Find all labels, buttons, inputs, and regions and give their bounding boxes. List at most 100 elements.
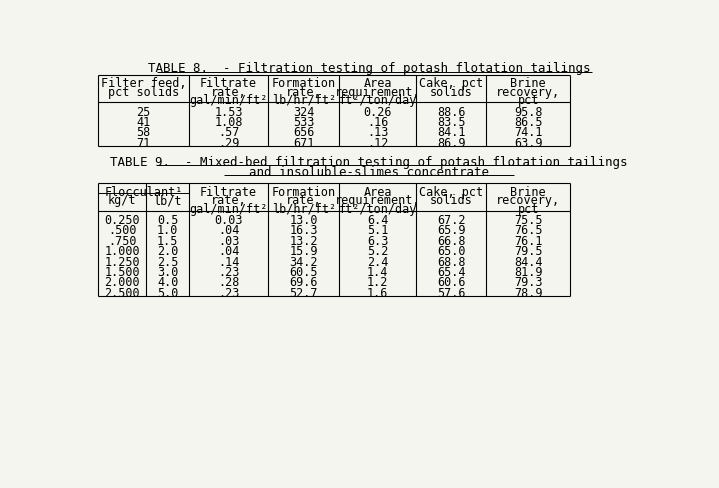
Text: 0.5: 0.5 — [157, 214, 178, 227]
Text: 66.8: 66.8 — [436, 235, 465, 248]
Text: 13.2: 13.2 — [290, 235, 318, 248]
Text: 15.9: 15.9 — [290, 245, 318, 258]
Text: 2.000: 2.000 — [104, 277, 140, 289]
Text: 671: 671 — [293, 137, 314, 150]
Text: 60.6: 60.6 — [436, 277, 465, 289]
Text: lb/hr/ft²: lb/hr/ft² — [272, 203, 336, 216]
Text: requirement,: requirement, — [335, 194, 421, 207]
Text: .03: .03 — [218, 235, 239, 248]
Text: Cake, pct: Cake, pct — [419, 185, 483, 199]
Text: 68.8: 68.8 — [436, 256, 465, 269]
Text: TABLE 9.  - Mixed-bed filtration testing of potash flotation tailings: TABLE 9. - Mixed-bed filtration testing … — [110, 156, 628, 168]
Text: 69.6: 69.6 — [290, 277, 318, 289]
Text: 79.3: 79.3 — [514, 277, 542, 289]
Text: 2.4: 2.4 — [367, 256, 388, 269]
Text: 95.8: 95.8 — [514, 105, 542, 119]
Text: solids: solids — [430, 85, 472, 99]
Text: Flocculant¹: Flocculant¹ — [104, 185, 183, 199]
Text: 4.0: 4.0 — [157, 277, 178, 289]
Text: 86.5: 86.5 — [514, 116, 542, 129]
Text: .750: .750 — [108, 235, 137, 248]
Text: Area: Area — [364, 77, 392, 90]
Text: lb/hr/ft²: lb/hr/ft² — [272, 94, 336, 107]
Text: Filtrate: Filtrate — [200, 77, 257, 90]
Text: lb/t: lb/t — [154, 194, 182, 207]
Text: 86.9: 86.9 — [436, 137, 465, 150]
Text: 3.0: 3.0 — [157, 266, 178, 279]
Text: 2.500: 2.500 — [104, 287, 140, 300]
Text: pct: pct — [518, 94, 539, 107]
Text: 79.5: 79.5 — [514, 245, 542, 258]
Text: 1.000: 1.000 — [104, 245, 140, 258]
Text: 1.4: 1.4 — [367, 266, 388, 279]
Text: .12: .12 — [367, 137, 388, 150]
Text: kg/t: kg/t — [108, 194, 137, 207]
Text: rate,: rate, — [211, 85, 247, 99]
Text: 0.250: 0.250 — [104, 214, 140, 227]
Text: 656: 656 — [293, 126, 314, 139]
Text: 67.2: 67.2 — [436, 214, 465, 227]
Text: Formation: Formation — [272, 185, 336, 199]
Text: Cake, pct: Cake, pct — [419, 77, 483, 90]
Text: 0.26: 0.26 — [364, 105, 392, 119]
Text: 63.9: 63.9 — [514, 137, 542, 150]
Text: and insoluble-slimes concentrate: and insoluble-slimes concentrate — [249, 165, 489, 179]
Text: 1.53: 1.53 — [214, 105, 243, 119]
Text: rate,: rate, — [286, 194, 321, 207]
Text: TABLE 8.  - Filtration testing of potash flotation tailings: TABLE 8. - Filtration testing of potash … — [147, 62, 590, 76]
Text: requirement,: requirement, — [335, 85, 421, 99]
Text: 6.4: 6.4 — [367, 214, 388, 227]
Text: .500: .500 — [108, 224, 137, 238]
Text: recovery,: recovery, — [496, 85, 560, 99]
Text: .16: .16 — [367, 116, 388, 129]
Text: .13: .13 — [367, 126, 388, 139]
Text: 83.5: 83.5 — [436, 116, 465, 129]
Text: 5.2: 5.2 — [367, 245, 388, 258]
Text: rate,: rate, — [286, 85, 321, 99]
Text: .57: .57 — [218, 126, 239, 139]
Text: 74.1: 74.1 — [514, 126, 542, 139]
Text: .23: .23 — [218, 287, 239, 300]
Text: 65.4: 65.4 — [436, 266, 465, 279]
Text: ft²/ton/day: ft²/ton/day — [339, 203, 417, 216]
Text: gal/min/ft²: gal/min/ft² — [189, 203, 267, 216]
Text: .29: .29 — [218, 137, 239, 150]
Text: 65.0: 65.0 — [436, 245, 465, 258]
Text: 34.2: 34.2 — [290, 256, 318, 269]
Text: 84.4: 84.4 — [514, 256, 542, 269]
Text: 16.3: 16.3 — [290, 224, 318, 238]
Text: 75.5: 75.5 — [514, 214, 542, 227]
Text: Filter feed,: Filter feed, — [101, 77, 186, 90]
Text: 1.08: 1.08 — [214, 116, 243, 129]
Text: 1.0: 1.0 — [157, 224, 178, 238]
Text: 57.6: 57.6 — [436, 287, 465, 300]
Text: 81.9: 81.9 — [514, 266, 542, 279]
Text: 65.9: 65.9 — [436, 224, 465, 238]
Text: 41: 41 — [136, 116, 150, 129]
Text: 58: 58 — [136, 126, 150, 139]
Text: .28: .28 — [218, 277, 239, 289]
Text: 25: 25 — [136, 105, 150, 119]
Text: .23: .23 — [218, 266, 239, 279]
Text: Brine: Brine — [510, 77, 546, 90]
Text: rate,: rate, — [211, 194, 247, 207]
Text: 1.250: 1.250 — [104, 256, 140, 269]
Text: 1.500: 1.500 — [104, 266, 140, 279]
Text: 71: 71 — [136, 137, 150, 150]
Text: 533: 533 — [293, 116, 314, 129]
Text: pct: pct — [518, 203, 539, 216]
Text: .04: .04 — [218, 245, 239, 258]
Text: .04: .04 — [218, 224, 239, 238]
Text: 76.1: 76.1 — [514, 235, 542, 248]
Text: ft²/ton/day: ft²/ton/day — [339, 94, 417, 107]
Text: gal/min/ft²: gal/min/ft² — [189, 94, 267, 107]
Text: 1.6: 1.6 — [367, 287, 388, 300]
Text: 5.1: 5.1 — [367, 224, 388, 238]
Text: recovery,: recovery, — [496, 194, 560, 207]
Text: 324: 324 — [293, 105, 314, 119]
Text: 84.1: 84.1 — [436, 126, 465, 139]
Text: 76.5: 76.5 — [514, 224, 542, 238]
Text: Area: Area — [364, 185, 392, 199]
Text: 6.3: 6.3 — [367, 235, 388, 248]
Text: 2.5: 2.5 — [157, 256, 178, 269]
